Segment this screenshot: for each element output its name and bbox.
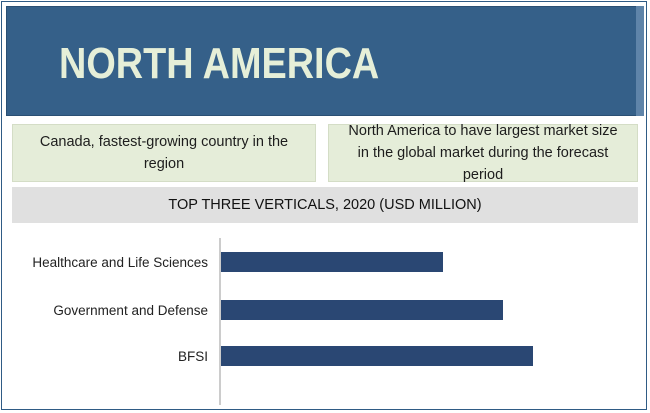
bar-government-and-defense (221, 300, 503, 320)
highlight-card-growth: Canada, fastest-growing country in the r… (12, 124, 316, 182)
category-label: Healthcare and Life Sciences (32, 255, 208, 270)
highlight-card-market-size: North America to have largest market siz… (328, 123, 638, 183)
region-banner: NORTH AMERICA (6, 6, 639, 116)
verticals-bar-chart: Healthcare and Life Sciences Government a… (32, 238, 533, 405)
banner-accent-strip (636, 6, 644, 116)
category-label: BFSI (178, 349, 208, 364)
bars-layer (221, 252, 533, 366)
category-label: Government and Defense (53, 303, 208, 318)
bar-healthcare-and-life-sciences (221, 252, 443, 272)
highlight-cards: Canada, fastest-growing country in the r… (12, 123, 638, 183)
bar-bfsi (221, 346, 533, 366)
labels-layer: Healthcare and Life Sciences Government a… (32, 255, 208, 364)
banner-title: NORTH AMERICA (59, 39, 380, 88)
chart-title: TOP THREE VERTICALS, 2020 (USD MILLION) (12, 187, 638, 223)
